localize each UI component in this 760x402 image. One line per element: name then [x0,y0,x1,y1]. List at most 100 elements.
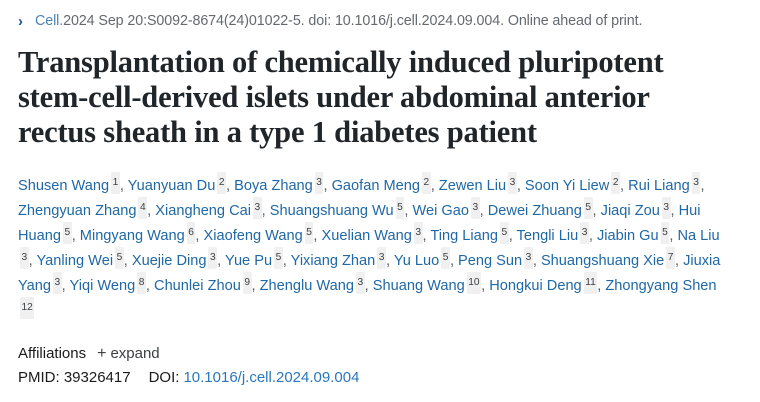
affiliation-reference[interactable]: 3 [691,172,701,194]
author-name[interactable]: Shusen Wang [18,178,110,194]
affiliation-reference[interactable]: 3 [377,247,386,269]
author-name[interactable]: Shuangshuang Xie [540,253,665,269]
author-separator: , [225,178,235,194]
author-name[interactable]: Yanling Wei [36,253,114,269]
author-separator: , [670,203,679,219]
affiliation-reference[interactable]: 7 [666,247,675,269]
affiliation-reference[interactable]: 10 [466,272,482,294]
affiliations-label: Affiliations [18,345,87,362]
author-name[interactable]: Gaofan Meng [331,178,421,194]
journal-link[interactable]: Cell. [35,13,64,29]
affiliation-reference[interactable]: 3 [661,197,671,219]
author-name[interactable]: Zewen Liu [438,178,507,194]
author-separator: , [282,253,291,269]
author-name[interactable]: Xuelian Wang [321,228,412,244]
author-name[interactable]: Na Liu [677,228,720,244]
author-name[interactable]: Xiaofeng Wang [203,228,303,244]
affiliation-reference[interactable]: 3 [314,172,324,194]
author-name[interactable]: Yiqi Weng [69,278,136,294]
affiliation-reference[interactable]: 8 [137,272,146,294]
author-separator: , [28,253,37,269]
author-separator: , [479,203,488,219]
author-separator: , [597,278,606,294]
affiliation-reference[interactable]: 5 [660,222,670,244]
affiliation-reference[interactable]: 3 [53,272,62,294]
author-name[interactable]: Yuanyuan Du [127,178,216,194]
author-name[interactable]: Dewei Zhuang [487,203,582,219]
affiliation-reference[interactable]: 3 [208,247,218,269]
affiliation-reference[interactable]: 5 [63,222,72,244]
affiliation-reference[interactable]: 1 [111,172,120,194]
affiliation-reference[interactable]: 6 [186,222,196,244]
doi-label: DOI: [148,369,180,386]
affiliation-reference[interactable]: 3 [470,197,480,219]
affiliation-reference[interactable]: 12 [20,297,35,319]
affiliation-reference[interactable]: 5 [115,247,124,269]
affiliation-reference[interactable]: 5 [583,197,593,219]
author-name[interactable]: Rui Liang [628,178,690,194]
author-separator: , [261,203,270,219]
affiliation-reference[interactable]: 2 [422,172,431,194]
author-separator: , [669,228,678,244]
affiliation-reference[interactable]: 2 [217,172,226,194]
author-name[interactable]: Shuang Wang [372,278,465,294]
author-name[interactable]: Wei Gao [412,203,469,219]
author-name[interactable]: Hui Huang [18,203,701,244]
author-name[interactable]: Yixiang Zhan [290,253,376,269]
author-name[interactable]: Jiabin Gu [597,228,659,244]
author-separator: , [619,178,629,194]
author-name[interactable]: Yue Pu [225,253,273,269]
doi-link[interactable]: 10.1016/j.cell.2024.09.004 [183,369,360,386]
affiliation-reference[interactable]: 3 [524,247,533,269]
author-name[interactable]: Jiuxia Yang [18,253,721,294]
affiliation-reference[interactable]: 11 [583,272,598,294]
affiliation-reference[interactable]: 3 [253,197,262,219]
affiliation-reference[interactable]: 3 [413,222,423,244]
affiliation-reference[interactable]: 3 [356,272,365,294]
author-separator: , [532,253,541,269]
author-name[interactable]: Xiangheng Cai [155,203,251,219]
affiliation-reference[interactable]: 3 [20,247,29,269]
author-name[interactable]: Soon Yi Liew [524,178,610,194]
author-name[interactable]: Zhengyuan Zhang [18,203,137,219]
author-name[interactable]: Xuejie Ding [131,253,207,269]
author-separator: , [147,203,156,219]
expand-affiliations-button[interactable]: + expand [97,345,160,362]
author-name[interactable]: Chunlei Zhou [154,278,241,294]
author-separator: , [404,203,413,219]
citation-details: 2024 Sep 20:S0092-8674(24)01022-5. doi: … [63,13,643,29]
author-name[interactable]: Jiaqi Zou [600,203,660,219]
author-name[interactable]: Mingyang Wang [79,228,185,244]
author-name[interactable]: Tengli Liu [516,228,579,244]
author-list: Shusen Wang 1, Yuanyuan Du 2, Boya Zhang 3,… [18,172,724,322]
affiliation-reference[interactable]: 5 [500,222,509,244]
author-name[interactable]: Yu Luo [393,253,440,269]
author-name[interactable]: Ting Liang [430,228,499,244]
page-title: Transplantation of chemically induced pl… [18,45,664,149]
author-name[interactable]: Shuangshuang Wu [269,203,394,219]
author-separator: , [674,253,684,269]
affiliation-reference[interactable]: 9 [242,272,252,294]
author-name[interactable]: Hongkui Deng [489,278,582,294]
author-name[interactable]: Zhenglu Wang [259,278,354,294]
author-separator: , [449,253,459,269]
author-name[interactable]: Zhongyang Shen [605,278,717,294]
affiliation-reference[interactable]: 3 [508,172,517,194]
author-separator: , [71,228,80,244]
doi-block: DOI: 10.1016/j.cell.2024.09.004 [149,369,360,386]
author-separator: , [323,178,332,194]
affiliation-reference[interactable]: 5 [441,247,450,269]
plus-icon: + [97,345,107,362]
author-name[interactable]: Boya Zhang [234,178,313,194]
affiliation-reference[interactable]: 4 [138,197,148,219]
author-separator: , [364,278,373,294]
affiliation-reference[interactable]: 5 [304,222,314,244]
expand-label: expand [110,345,160,362]
affiliation-reference[interactable]: 3 [580,222,589,244]
affiliation-reference[interactable]: 5 [395,197,405,219]
affiliation-reference[interactable]: 5 [274,247,283,269]
affiliation-reference[interactable]: 2 [611,172,620,194]
author-name[interactable]: Peng Sun [458,253,523,269]
affiliations-row: Affiliations + expand [18,345,742,362]
chevron-right-icon[interactable]: › [18,13,23,30]
